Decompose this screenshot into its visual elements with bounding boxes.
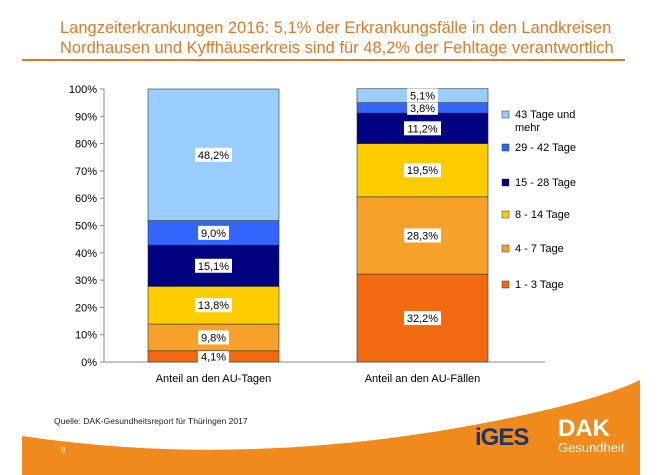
data-label-box	[407, 100, 438, 115]
legend-label: 43 Tage und	[515, 109, 575, 121]
legend-label: mehr	[515, 122, 540, 134]
page-number: 8	[61, 446, 66, 455]
title-rule	[22, 59, 625, 61]
data-label: 48,2%	[198, 150, 229, 162]
data-label: 9,8%	[201, 332, 226, 344]
data-label-box	[195, 147, 232, 162]
legend-swatch	[501, 178, 510, 187]
data-label: 4,1%	[201, 351, 226, 363]
dak-logo: DAK	[558, 415, 610, 442]
data-label: 5,1%	[410, 91, 435, 103]
data-label-box	[198, 225, 229, 240]
legend-label: 29 - 42 Tage	[515, 142, 576, 154]
legend-label: 8 - 14 Tage	[515, 209, 570, 221]
x-tick-label: Anteil an den AU-Fällen	[365, 373, 481, 385]
data-label-box	[404, 311, 441, 326]
data-label-box	[404, 228, 441, 243]
y-tick-label: 10%	[75, 330, 97, 342]
y-tick-label: 80%	[75, 139, 97, 151]
legend-label: 15 - 28 Tage	[515, 177, 576, 189]
data-label-box	[198, 330, 229, 345]
x-tick-label: Anteil an den AU-Tagen	[156, 373, 272, 385]
data-label: 15,1%	[198, 261, 229, 273]
data-label-box	[404, 163, 441, 178]
data-label: 28,3%	[407, 230, 438, 242]
data-label: 19,5%	[407, 165, 438, 177]
data-label: 3,8%	[410, 103, 435, 115]
data-label-box	[198, 349, 229, 364]
legend-swatch	[501, 143, 510, 152]
footer-swoosh	[22, 380, 640, 475]
y-tick-label: 30%	[75, 275, 97, 287]
data-label: 11,2%	[407, 123, 438, 135]
data-label: 32,2%	[407, 313, 438, 325]
data-label: 13,8%	[198, 300, 229, 312]
dak-logo-sub: Gesundheit	[558, 440, 625, 455]
legend-swatch	[501, 110, 510, 119]
data-label: 9,0%	[201, 228, 226, 240]
legend-swatch	[501, 210, 510, 219]
legend-swatch	[501, 244, 510, 253]
data-label-box	[407, 88, 438, 103]
y-tick-label: 70%	[75, 166, 97, 178]
y-tick-label: 50%	[75, 221, 97, 233]
y-tick-label: 20%	[75, 302, 97, 314]
y-tick-label: 60%	[75, 193, 97, 205]
data-label-box	[404, 121, 441, 136]
y-tick-label: 0%	[81, 357, 97, 369]
source-note: Quelle: DAK-Gesundheitsreport für Thürin…	[54, 416, 248, 426]
legend-label: 4 - 7 Tage	[515, 243, 564, 255]
legend-swatch	[501, 280, 510, 289]
y-tick-label: 40%	[75, 248, 97, 260]
data-label-box	[195, 298, 232, 313]
legend-label: 1 - 3 Tage	[515, 279, 564, 291]
y-tick-label: 90%	[75, 111, 97, 123]
y-tick-label: 100%	[69, 84, 97, 96]
data-label-box	[195, 258, 232, 273]
iges-logo: iGES	[475, 424, 529, 451]
slide-title: Langzeiterkrankungen 2016: 5,1% der Erkr…	[60, 19, 614, 57]
